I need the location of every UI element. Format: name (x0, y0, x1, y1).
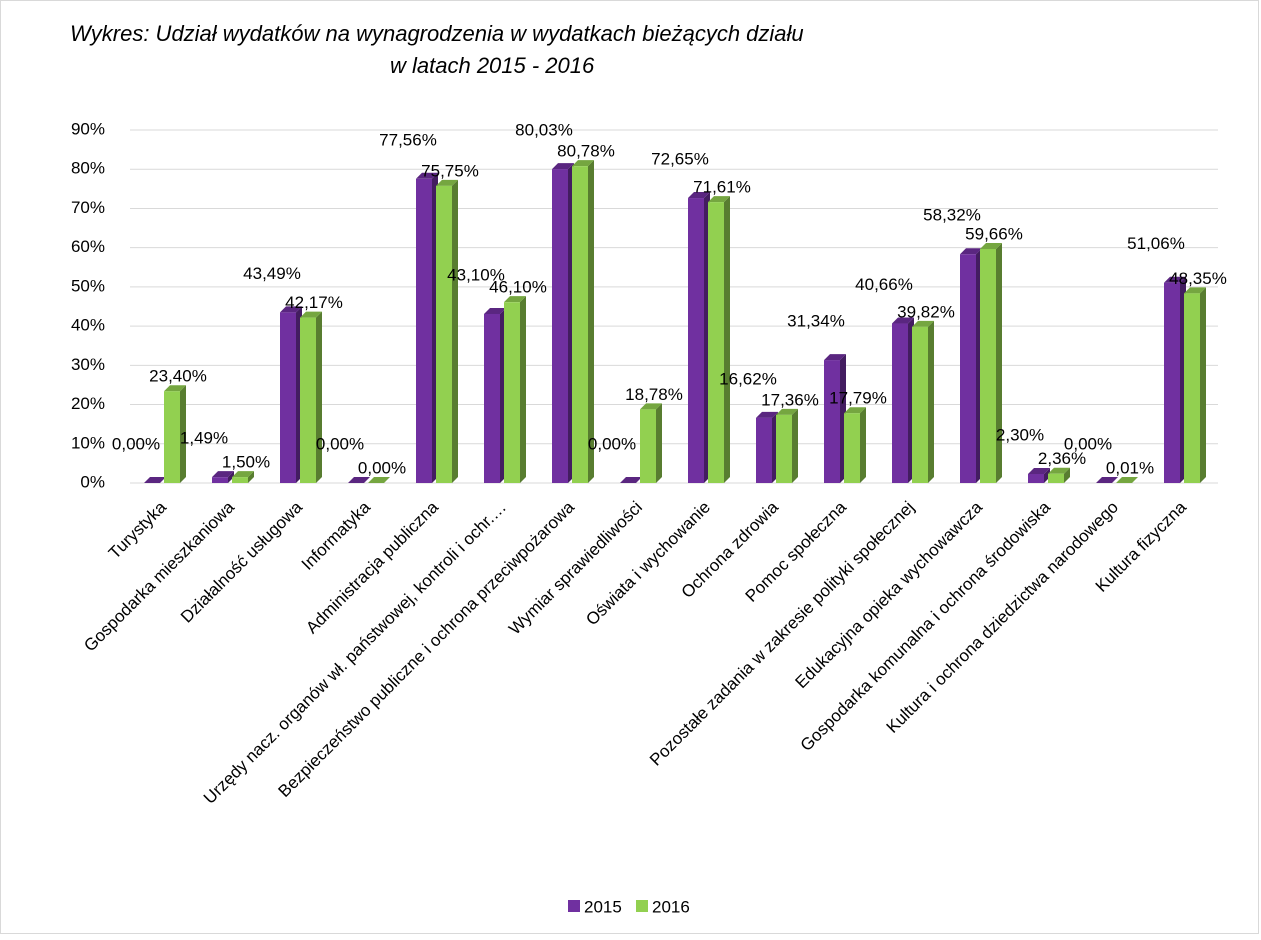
bar (416, 179, 432, 483)
y-tick-label: 50% (71, 276, 105, 295)
bar-side (656, 403, 662, 483)
data-label: 48,35% (1169, 269, 1227, 288)
data-label: 39,82% (897, 302, 955, 321)
bar (844, 413, 860, 483)
data-label: 31,34% (787, 312, 845, 331)
data-label: 1,49% (180, 429, 228, 448)
legend-swatch (568, 900, 580, 912)
bar (300, 318, 316, 483)
bar-side (316, 312, 322, 483)
bar (1048, 474, 1064, 483)
data-label: 0,00% (112, 434, 160, 453)
bar (688, 198, 704, 483)
bar (1184, 293, 1200, 483)
bar (640, 409, 656, 483)
data-label: 0,00% (588, 434, 636, 453)
data-label: 0,00% (1064, 434, 1112, 453)
bar (1028, 474, 1044, 483)
y-tick-label: 70% (71, 198, 105, 217)
data-label: 71,61% (693, 178, 751, 197)
y-tick-label: 40% (71, 316, 105, 335)
bar-side (1200, 287, 1206, 483)
y-tick-label: 90% (71, 119, 105, 138)
bar (436, 186, 452, 483)
data-label: 42,17% (285, 293, 343, 312)
chart-title: Wykres: Udział wydatków na wynagrodzenia… (70, 21, 804, 46)
data-label: 18,78% (625, 385, 683, 404)
bar (892, 324, 908, 483)
y-tick-label: 60% (71, 237, 105, 256)
bar (1164, 283, 1180, 483)
data-label: 59,66% (965, 224, 1023, 243)
bar (708, 202, 724, 483)
bar-side (928, 321, 934, 483)
bar-side (724, 196, 730, 483)
data-label: 17,36% (761, 390, 819, 409)
data-label: 40,66% (855, 275, 913, 294)
bar (572, 166, 588, 483)
y-tick-label: 10% (71, 433, 105, 452)
bar-side (452, 180, 458, 483)
legend-label: 2016 (652, 897, 690, 916)
bar-side (996, 243, 1002, 483)
data-label: 0,01% (1106, 458, 1154, 477)
bar (912, 327, 928, 483)
bar (232, 477, 248, 483)
data-label: 16,62% (719, 369, 777, 388)
data-label: 46,10% (489, 278, 547, 297)
data-label: 80,03% (515, 121, 573, 140)
data-label: 75,75% (421, 161, 479, 180)
bar-side (860, 407, 866, 483)
data-label: 72,65% (651, 150, 709, 169)
data-label: 43,49% (243, 264, 301, 283)
y-tick-label: 30% (71, 355, 105, 374)
bar (552, 169, 568, 483)
y-tick-label: 20% (71, 394, 105, 413)
legend-swatch (636, 900, 648, 912)
bar (776, 415, 792, 483)
bar (756, 418, 772, 483)
bar (504, 302, 520, 483)
bar (980, 249, 996, 483)
bar (164, 391, 180, 483)
bar (280, 312, 296, 483)
data-label: 23,40% (149, 367, 207, 386)
data-label: 0,00% (316, 434, 364, 453)
data-label: 17,79% (829, 389, 887, 408)
data-label: 77,56% (379, 130, 437, 149)
data-label: 2,30% (996, 425, 1044, 444)
bar (824, 360, 840, 483)
legend-label: 2015 (584, 897, 622, 916)
bar-side (520, 296, 526, 483)
bar (960, 254, 976, 483)
data-label: 80,78% (557, 142, 615, 161)
bar-side (792, 409, 798, 483)
data-label: 58,32% (923, 206, 981, 225)
data-label: 1,50% (222, 453, 270, 472)
data-label: 51,06% (1127, 234, 1185, 253)
chart-subtitle: w latach 2015 - 2016 (390, 53, 595, 78)
y-tick-label: 80% (71, 159, 105, 178)
bar (212, 477, 228, 483)
y-tick-label: 0% (80, 472, 105, 491)
data-label: 0,00% (358, 458, 406, 477)
bar (484, 314, 500, 483)
